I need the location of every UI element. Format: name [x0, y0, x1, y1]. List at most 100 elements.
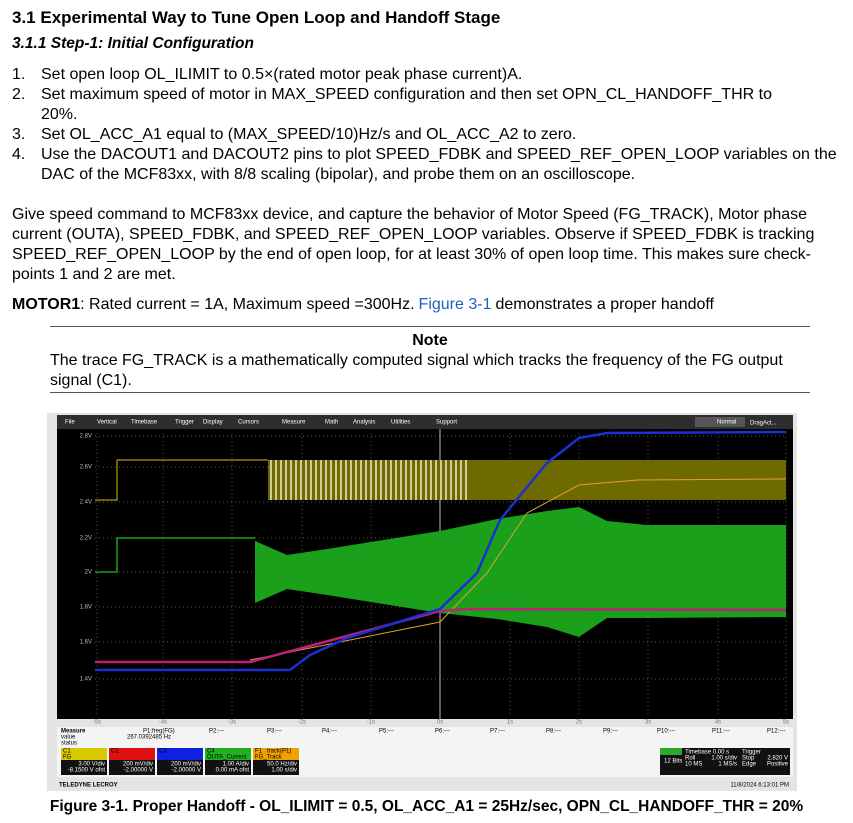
channel-offset: 1.00 s/div [271, 768, 297, 774]
y-label: 1.8V [80, 605, 92, 611]
measure-header: status [61, 741, 77, 747]
section-subtitle: 3.1.1 Step-1: Initial Configuration [12, 35, 254, 52]
menu-item: Support [436, 420, 457, 426]
channel-name: C1 [63, 749, 71, 755]
menu-item: Display [203, 420, 223, 426]
channel-offset: 0.00 mA ofst [216, 768, 250, 774]
mode-box [695, 417, 745, 427]
x-label: 1s [507, 720, 513, 726]
step-text: Set maximum speed of motor in MAX_SPEED … [41, 86, 772, 123]
fg-trace [268, 460, 468, 500]
menu-item: Analysis [353, 420, 375, 426]
measure-param: P12:--- [767, 729, 785, 735]
channel-offset: -2.00000 V [172, 768, 201, 774]
measure-param: P11:--- [712, 729, 730, 735]
channel-tag [253, 748, 299, 760]
menu-item: Utilities [391, 420, 410, 426]
step-text: Set OL_ACC_A1 equal to (MAX_SPEED/10)Hz/… [41, 126, 577, 143]
channel-tag [205, 748, 251, 760]
step-number: 1. [12, 66, 26, 83]
acq-samples: 10 MS [685, 762, 702, 768]
section-title: 3.1 Experimental Way to Tune Open Loop a… [12, 8, 501, 27]
measure-param: P2:--- [209, 729, 224, 735]
channel-tag [109, 748, 155, 760]
x-label: -4s [159, 720, 167, 726]
channel-offset: -2.00000 V [124, 768, 153, 774]
y-label: 2V [85, 570, 92, 576]
channel-tag [157, 748, 203, 760]
channel-scale: 50.0 Hz/div [267, 762, 297, 768]
menu-item: Timebase [131, 420, 158, 426]
x-label: 4s [715, 720, 721, 726]
menu-item: Cursors [238, 420, 259, 426]
channel-scale: 200 mV/div [171, 762, 201, 768]
channel-offset: -8.1500 V ofst [68, 768, 106, 774]
measure-param: P3:--- [267, 729, 282, 735]
acq-stop: Stop [742, 756, 755, 762]
step-number: 4. [12, 146, 26, 163]
timestamp: 11/8/2024 6:13:01 PM [730, 783, 789, 789]
current-trace [95, 537, 255, 573]
x-label: -5s [93, 720, 101, 726]
speed-ref-trace [95, 607, 787, 664]
measure-param: P5:--- [379, 729, 394, 735]
y-label: 2.8V [80, 434, 92, 440]
acquisition-tag [660, 748, 682, 755]
x-label: 5s [783, 720, 789, 726]
measure-value: 267.0392485 Hz [127, 735, 171, 741]
measure-param: P9:--- [603, 729, 618, 735]
channel-label: OUTA_Current [207, 755, 247, 761]
channel-name: F1 [255, 749, 263, 755]
trigger-slope: Positive [767, 762, 789, 768]
fg-track-trace [249, 478, 787, 661]
paragraph: Give speed command to MCF83xx device, an… [12, 206, 815, 283]
x-label: 2s [576, 720, 582, 726]
measure-param: P1:freq(FG) [143, 729, 175, 735]
channel-label: FG [63, 755, 72, 761]
menu-item: Vertical [97, 420, 117, 426]
x-label: 0s [437, 720, 443, 726]
menu-item: Math [325, 420, 338, 426]
menu-item: Measure [282, 420, 306, 426]
x-label: 3s [645, 720, 651, 726]
x-label: -3s [228, 720, 236, 726]
channel-name: C4 [207, 749, 215, 755]
channel-scale: 1.00 A/div [223, 762, 249, 768]
acq-rate: 1 MS/s [718, 762, 737, 768]
motor-tail: demonstrates a proper handoff [495, 296, 714, 313]
timebase: Timebase 0.00 s [685, 750, 729, 756]
measure-param: P6:--- [435, 729, 450, 735]
measure-header: value [61, 735, 76, 741]
step-number: 3. [12, 126, 26, 143]
menu-bar [57, 415, 793, 429]
measure-param: P7:--- [490, 729, 505, 735]
speed-fdbk-trace [95, 430, 787, 672]
acq-rate-div: 1.00 s/div [711, 756, 737, 762]
menu-item: Trigger [175, 420, 194, 426]
acq-mode: Roll [685, 756, 695, 762]
x-label: -1s [367, 720, 375, 726]
bits: 12 Bits [664, 759, 682, 765]
y-label: 2.2V [80, 536, 92, 542]
scope-drag: DragAct... [750, 421, 777, 427]
step-number: 2. [12, 86, 26, 103]
note-text: The trace FG_TRACK is a mathematically c… [50, 352, 783, 389]
channel-scale: 3.00 V/div [78, 762, 105, 768]
step-text: Set open loop OL_ILIMIT to 0.5×(rated mo… [41, 66, 523, 83]
measure-param: P8:--- [546, 729, 561, 735]
x-label: -2s [298, 720, 306, 726]
channel-tag [61, 748, 107, 760]
motor-text: : Rated current = 1A, Maximum speed =300… [80, 296, 415, 313]
channel-scale: 200 mV/div [123, 762, 153, 768]
y-label: 2.4V [80, 500, 92, 506]
y-label: 2.6V [80, 465, 92, 471]
channel-name: C3 [159, 749, 167, 755]
note-rule [50, 392, 810, 393]
figure-link[interactable]: Figure 3-1 [418, 296, 492, 313]
measure-header: Measure [61, 729, 86, 735]
channel-label: FG_Track [255, 755, 282, 761]
figure-caption: Figure 3-1. Proper Handoff - OL_ILIMIT =… [49, 798, 804, 815]
brand: TELEDYNE LECROY [59, 783, 118, 789]
channel-header: track(P1) [267, 749, 291, 755]
